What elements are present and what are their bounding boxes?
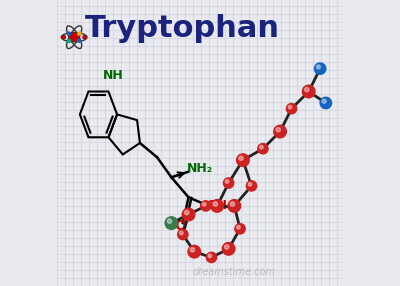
Circle shape bbox=[200, 201, 211, 211]
Circle shape bbox=[78, 32, 81, 35]
Circle shape bbox=[184, 210, 189, 215]
Text: dreamstime.com: dreamstime.com bbox=[193, 267, 276, 277]
Circle shape bbox=[314, 63, 326, 74]
Circle shape bbox=[246, 181, 257, 191]
Circle shape bbox=[68, 39, 70, 42]
Circle shape bbox=[286, 104, 297, 114]
Circle shape bbox=[182, 208, 195, 221]
Circle shape bbox=[70, 33, 78, 41]
Circle shape bbox=[237, 225, 240, 229]
Text: OH: OH bbox=[207, 199, 228, 212]
Circle shape bbox=[235, 224, 245, 234]
Circle shape bbox=[274, 125, 286, 138]
Circle shape bbox=[165, 217, 178, 229]
Circle shape bbox=[62, 36, 66, 39]
Circle shape bbox=[276, 128, 280, 132]
Circle shape bbox=[167, 219, 172, 223]
Circle shape bbox=[213, 202, 218, 206]
Circle shape bbox=[322, 99, 326, 103]
Circle shape bbox=[190, 248, 194, 252]
Circle shape bbox=[180, 231, 183, 235]
Circle shape bbox=[225, 180, 229, 183]
Circle shape bbox=[320, 97, 332, 109]
Circle shape bbox=[208, 254, 212, 258]
Circle shape bbox=[316, 65, 320, 69]
Circle shape bbox=[224, 245, 229, 249]
Text: O: O bbox=[174, 219, 186, 233]
Circle shape bbox=[83, 36, 86, 39]
Circle shape bbox=[288, 105, 292, 109]
Circle shape bbox=[228, 200, 241, 212]
Circle shape bbox=[206, 252, 216, 263]
Circle shape bbox=[304, 88, 309, 92]
Circle shape bbox=[258, 144, 268, 154]
Text: NH₂: NH₂ bbox=[187, 162, 213, 175]
Circle shape bbox=[68, 32, 70, 35]
Text: NH: NH bbox=[102, 69, 123, 82]
Circle shape bbox=[188, 245, 200, 258]
Circle shape bbox=[202, 202, 206, 206]
Circle shape bbox=[230, 202, 235, 206]
Circle shape bbox=[222, 243, 235, 255]
Circle shape bbox=[302, 85, 315, 98]
Circle shape bbox=[224, 178, 234, 188]
Circle shape bbox=[239, 156, 243, 160]
Circle shape bbox=[178, 229, 188, 240]
Circle shape bbox=[260, 145, 263, 149]
Text: Tryptophan: Tryptophan bbox=[85, 14, 280, 43]
Circle shape bbox=[78, 39, 81, 42]
Circle shape bbox=[211, 200, 224, 212]
Circle shape bbox=[237, 154, 249, 166]
Circle shape bbox=[248, 182, 252, 186]
